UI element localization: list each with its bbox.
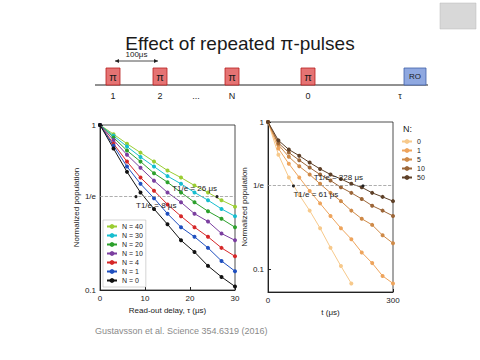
svg-text:T1/e = 228 μs: T1/e = 228 μs bbox=[314, 173, 363, 182]
svg-text:0: 0 bbox=[417, 138, 421, 145]
svg-text:Normalized population: Normalized population bbox=[240, 167, 249, 247]
svg-text:50: 50 bbox=[417, 174, 425, 181]
svg-text:Effect of repeated π-pulses: Effect of repeated π-pulses bbox=[125, 33, 354, 54]
svg-text:1/e: 1/e bbox=[85, 192, 97, 201]
svg-text:300: 300 bbox=[386, 296, 400, 305]
svg-text:π: π bbox=[304, 71, 312, 83]
svg-text:Normalized population: Normalized population bbox=[72, 168, 81, 248]
svg-text:0.1: 0.1 bbox=[85, 286, 97, 295]
svg-text:T1/e = 8 μs: T1/e = 8 μs bbox=[136, 201, 176, 210]
svg-text:1: 1 bbox=[110, 91, 115, 101]
svg-text:30: 30 bbox=[231, 294, 240, 303]
svg-text:Read-out delay, τ (μs): Read-out delay, τ (μs) bbox=[129, 306, 207, 315]
svg-text:0: 0 bbox=[266, 296, 271, 305]
svg-text:RO: RO bbox=[409, 72, 421, 81]
svg-text:N: N bbox=[229, 91, 236, 101]
svg-text:T1/e = 61 μs: T1/e = 61 μs bbox=[293, 190, 338, 199]
svg-text:N = 40: N = 40 bbox=[122, 223, 143, 230]
svg-text:0: 0 bbox=[98, 294, 103, 303]
svg-text:5: 5 bbox=[417, 156, 421, 163]
svg-text:0.1: 0.1 bbox=[253, 265, 265, 274]
svg-text:N = 1: N = 1 bbox=[122, 268, 139, 275]
svg-text:τ: τ bbox=[398, 91, 402, 101]
svg-text:...: ... bbox=[192, 91, 200, 101]
svg-text:N:: N: bbox=[403, 124, 412, 134]
svg-text:π: π bbox=[156, 71, 164, 83]
svg-text:Gustavsson et al. Science 354.: Gustavsson et al. Science 354.6319 (2016… bbox=[95, 326, 268, 336]
svg-text:1: 1 bbox=[260, 118, 265, 127]
svg-text:N = 30: N = 30 bbox=[122, 232, 143, 239]
svg-text:1: 1 bbox=[417, 147, 421, 154]
svg-text:N = 4: N = 4 bbox=[122, 259, 139, 266]
svg-text:20: 20 bbox=[186, 294, 195, 303]
svg-text:T1/e = 26 μs: T1/e = 26 μs bbox=[172, 184, 217, 193]
svg-text:0: 0 bbox=[305, 91, 310, 101]
svg-text:π: π bbox=[109, 71, 117, 83]
svg-text:10: 10 bbox=[141, 294, 150, 303]
svg-text:2: 2 bbox=[157, 91, 162, 101]
svg-text:10: 10 bbox=[417, 165, 425, 172]
svg-text:1: 1 bbox=[92, 121, 97, 130]
svg-text:N = 10: N = 10 bbox=[122, 250, 143, 257]
svg-text:N = 0: N = 0 bbox=[122, 277, 139, 284]
svg-text:t (μs): t (μs) bbox=[321, 308, 340, 317]
svg-text:1/e: 1/e bbox=[253, 181, 265, 190]
svg-text:N = 20: N = 20 bbox=[122, 241, 143, 248]
svg-text:π: π bbox=[228, 71, 236, 83]
svg-text:100μs: 100μs bbox=[126, 50, 148, 59]
